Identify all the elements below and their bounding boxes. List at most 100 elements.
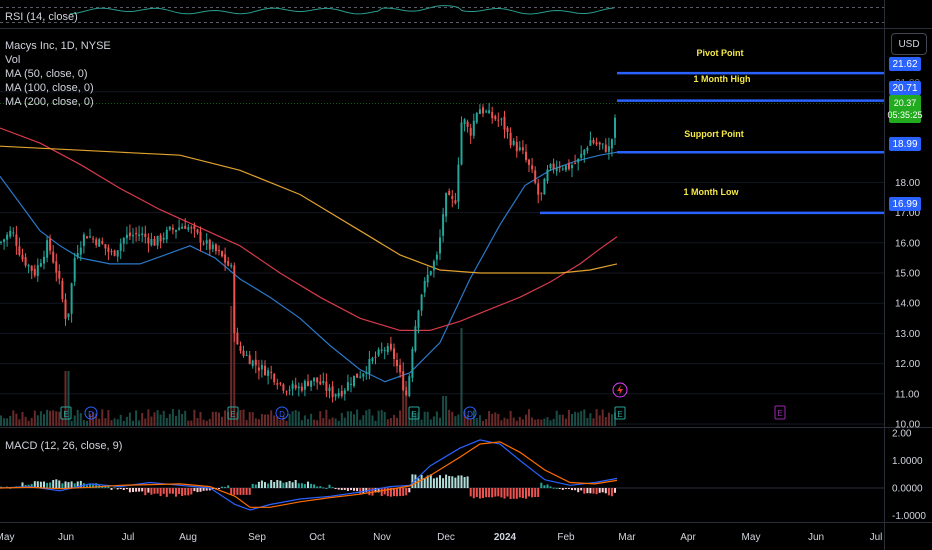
volume-bar: [251, 412, 254, 426]
volume-bar: [396, 417, 398, 426]
candle-body: [518, 147, 521, 151]
candle-body: [331, 386, 334, 398]
volume-bar: [432, 416, 435, 426]
macd-histogram-bar: [353, 488, 355, 491]
volume-bar: [509, 410, 512, 426]
macd-histogram-bar: [515, 488, 518, 499]
ma200-label[interactable]: MA (200, close, 0): [5, 96, 94, 108]
candle-body: [76, 253, 79, 257]
macd-histogram-bar: [386, 488, 389, 497]
volume-bar: [310, 413, 313, 426]
candle-body: [224, 254, 227, 263]
candle-body: [340, 390, 343, 397]
volume-bar: [558, 414, 561, 426]
volume-bar: [555, 410, 558, 426]
macd-legend-label: MACD (12, 26, close, 9): [5, 440, 123, 452]
macd-histogram-bar: [257, 481, 260, 488]
macd-line: [0, 439, 618, 511]
macd-histogram-bar: [497, 488, 500, 497]
macd-histogram-bar: [297, 483, 300, 488]
vol-label[interactable]: Vol: [5, 54, 21, 66]
volume-bar: [601, 409, 604, 426]
volume-bar: [171, 409, 174, 426]
volume-bar: [125, 416, 128, 426]
macd-histogram-bar: [92, 483, 95, 488]
macd-histogram-bar: [405, 488, 408, 496]
macd-histogram-bar: [168, 488, 171, 494]
svg-text:D: D: [88, 410, 94, 419]
volume-bar: [371, 415, 374, 426]
volume-bar: [98, 418, 101, 426]
month-high-price-tag: 20.71: [889, 81, 921, 95]
volume-bar: [132, 420, 134, 426]
macd-histogram-bar: [346, 488, 349, 491]
candle-body: [86, 236, 88, 239]
macd-histogram-bar: [485, 488, 488, 498]
candle-body: [313, 377, 316, 382]
volume-bar: [187, 420, 190, 426]
candle-body: [589, 140, 592, 146]
candle-body: [89, 236, 91, 238]
candle-body: [445, 193, 448, 217]
volume-bar: [12, 410, 15, 426]
volume-bar: [128, 412, 131, 426]
ma50-label[interactable]: MA (50, close, 0): [5, 68, 88, 80]
macd-histogram-bar: [128, 488, 131, 493]
ma100-label[interactable]: MA (100, close, 0): [5, 82, 94, 94]
macd-histogram-bar: [426, 475, 429, 488]
macd-histogram-bar: [466, 476, 469, 488]
time-tick-label: Jun: [58, 532, 74, 543]
volume-bar: [518, 416, 521, 426]
macd-histogram-bar: [125, 488, 128, 490]
candle-body: [377, 349, 380, 356]
candle-body: [239, 345, 242, 351]
candle-body: [122, 238, 125, 244]
volume-bar: [577, 412, 580, 426]
candle-body: [125, 234, 128, 239]
volume-bar: [224, 410, 227, 426]
candle-body: [478, 109, 481, 114]
candle-body: [150, 239, 153, 246]
lightning-icon: [617, 385, 623, 395]
macd-histogram-bar: [282, 482, 285, 488]
macd-histogram-bar: [187, 488, 190, 496]
volume-bar: [491, 413, 494, 426]
volume-bar: [528, 409, 530, 426]
volume-bar: [546, 417, 549, 426]
time-axis[interactable]: May Jun Jul Aug Sep Oct Nov Dec 2024 Feb Mar Apr May…: [0, 532, 882, 543]
candle-body: [451, 196, 454, 199]
macd-histogram-bar: [319, 486, 322, 488]
candle-body: [291, 383, 294, 389]
support-point-annotation: Support Point: [684, 129, 744, 139]
macd-histogram-bar: [521, 488, 524, 499]
macd-histogram-bar: [567, 488, 570, 489]
volume-bar: [552, 418, 555, 426]
last-price-value: 20.37: [893, 98, 917, 108]
candle-body: [346, 382, 349, 391]
macd-histogram-bar: [227, 485, 230, 488]
candle-body: [463, 119, 466, 124]
volume-bar: [248, 412, 251, 426]
candle-body: [171, 227, 174, 230]
candle-body: [116, 250, 119, 257]
macd-histogram-bar: [233, 488, 236, 495]
price-axis[interactable]: 18.00 17.00 16.00 15.00 14.00 13.00 12.00 11.00…: [892, 178, 926, 522]
macd-histogram-bar: [230, 488, 233, 495]
candle-body: [567, 163, 570, 170]
macd-histogram-bar: [267, 483, 270, 488]
volume-bar: [353, 414, 355, 426]
macd-histogram-bar: [67, 482, 70, 488]
candle-body: [196, 229, 199, 233]
macd-histogram-bar: [494, 488, 497, 497]
candle-body: [343, 390, 346, 395]
candle-body: [0, 241, 2, 243]
volume-bar: [595, 409, 598, 426]
currency-button[interactable]: USD: [891, 33, 927, 55]
volume-bar: [135, 410, 138, 426]
volume-bar: [380, 410, 383, 426]
candle-body: [396, 360, 398, 367]
symbol-label[interactable]: Macys Inc, 1D, NYSE: [5, 40, 111, 52]
svg-text:E: E: [411, 410, 416, 419]
candle-body: [187, 227, 190, 230]
candle-body: [592, 140, 595, 144]
